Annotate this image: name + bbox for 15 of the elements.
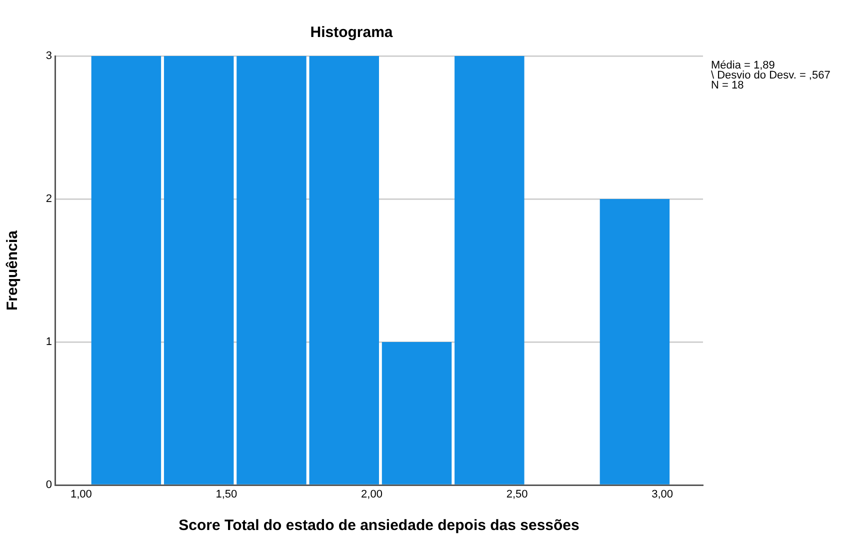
x-tick-label: 1,00 xyxy=(70,488,92,501)
x-tick-label: 3,00 xyxy=(652,488,674,501)
y-axis-title: Frequência xyxy=(4,230,22,311)
y-tick-label: 3 xyxy=(46,50,52,62)
text: Média = 1,89 xyxy=(711,60,775,72)
x-tick-label: 1,50 xyxy=(216,488,238,501)
y-tick-label: 2 xyxy=(46,193,52,206)
y-tick-label: 0 xyxy=(46,479,52,492)
x-tick-label: 2,50 xyxy=(506,488,528,501)
x-tick-label: 2,00 xyxy=(361,488,382,501)
x-axis-title: Score Total do estado de ansiedade depois das sessões xyxy=(178,517,580,534)
text: N = 18 xyxy=(711,80,744,92)
chart-title: Histograma xyxy=(310,24,394,42)
text: \ Desvio do Desv. = ,567 xyxy=(711,70,830,82)
y-tick-label: 1 xyxy=(46,336,52,348)
